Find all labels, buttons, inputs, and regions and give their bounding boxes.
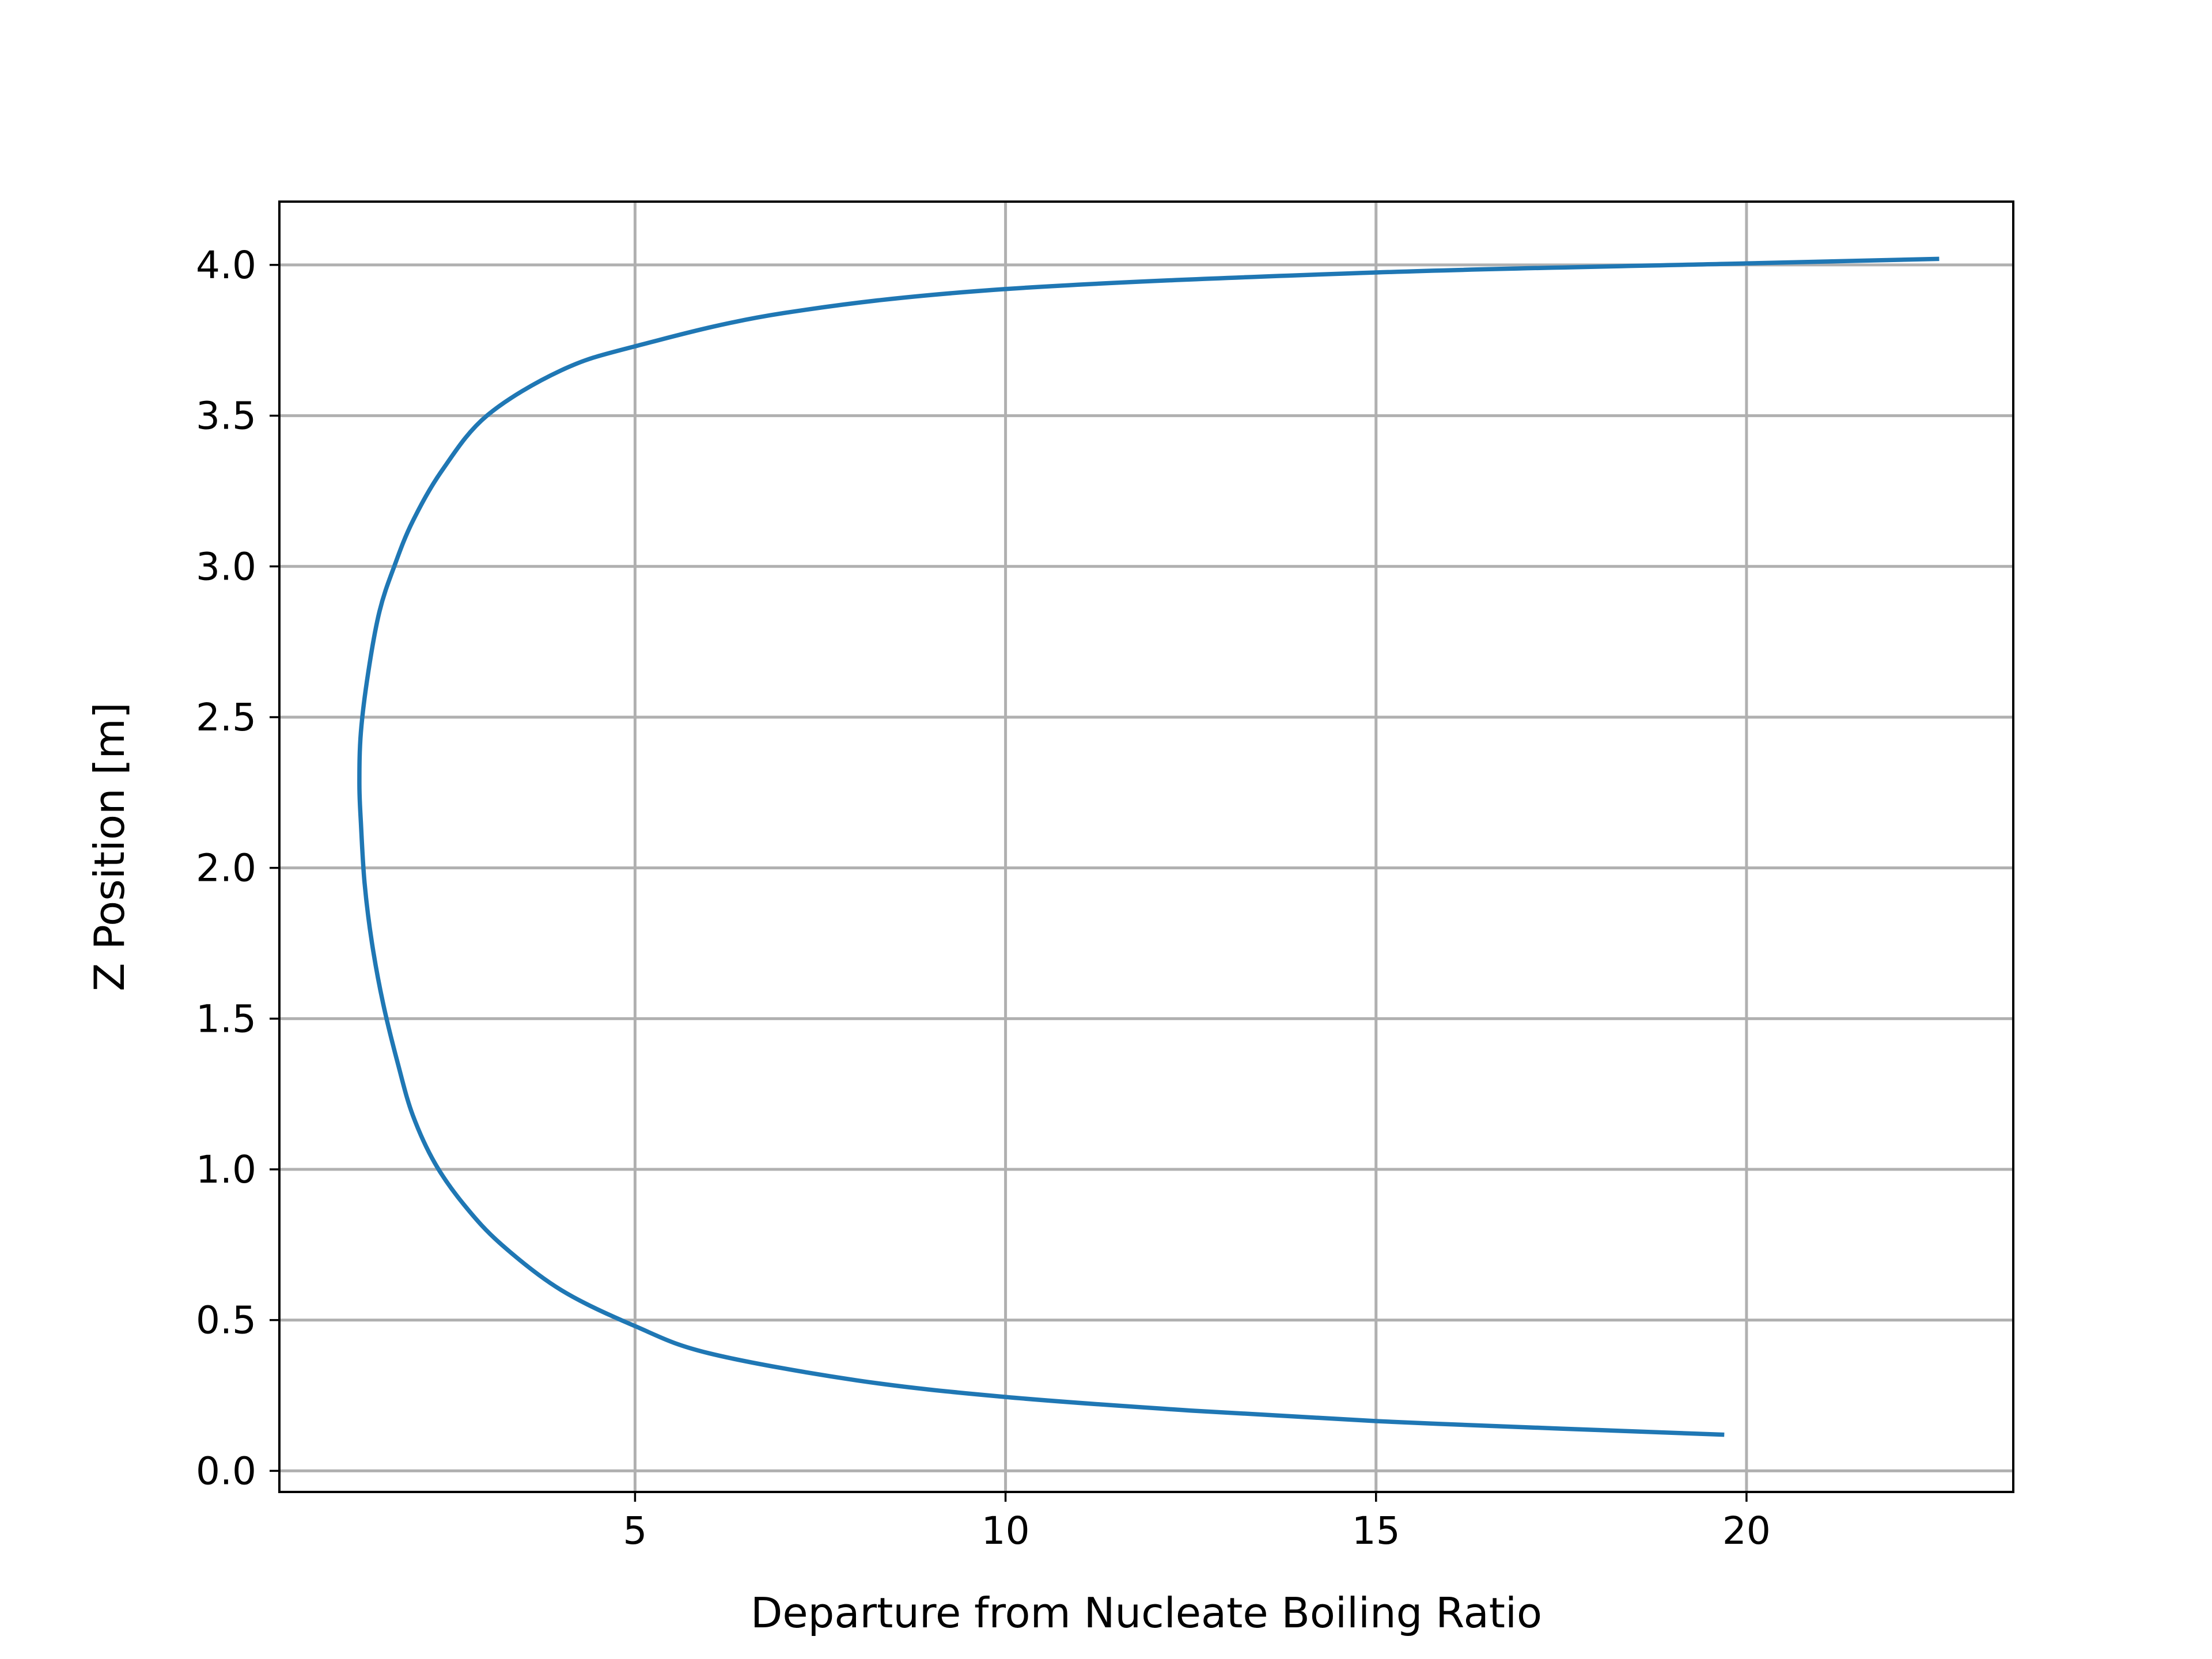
x-tick-label: 15	[1352, 1509, 1400, 1553]
y-tick-label: 0.0	[196, 1449, 256, 1493]
x-tick-label: 10	[982, 1509, 1030, 1553]
y-tick-label: 2.0	[196, 846, 256, 891]
y-tick-label: 1.0	[196, 1147, 256, 1192]
axes-frame	[278, 200, 2014, 1493]
y-tick-label: 1.5	[196, 997, 256, 1041]
y-tick-label: 2.5	[196, 695, 256, 740]
x-tick-label: 5	[623, 1509, 647, 1553]
y-tick-label: 3.5	[196, 394, 256, 438]
y-axis-label: Z Position [m]	[85, 702, 134, 991]
y-tick-label: 4.0	[196, 243, 256, 287]
series-layer	[357, 256, 1940, 1437]
y-tick-label: 3.0	[196, 544, 256, 589]
x-tick-label: 20	[1722, 1509, 1771, 1553]
y-tick-label: 0.5	[196, 1298, 256, 1343]
ticks-layer: 5 10 15 20 0.0 0.5 1.0 1.5 2.0 2.5 3.0 3.5 4.0	[196, 243, 1771, 1553]
x-axis-label: Departure from Nucleate Boiling Ratio	[751, 1589, 1542, 1637]
series-line	[357, 256, 1940, 1437]
